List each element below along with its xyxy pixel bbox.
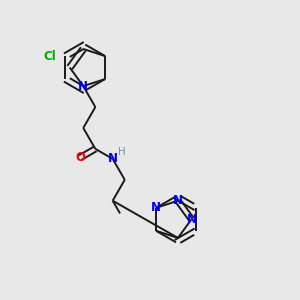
Text: N: N [108, 152, 118, 165]
Text: O: O [75, 151, 85, 164]
Text: N: N [173, 194, 183, 207]
Text: N: N [151, 201, 161, 214]
Text: Cl: Cl [43, 50, 56, 63]
Text: N: N [186, 213, 197, 226]
Text: H: H [118, 146, 125, 157]
Text: N: N [78, 80, 88, 93]
